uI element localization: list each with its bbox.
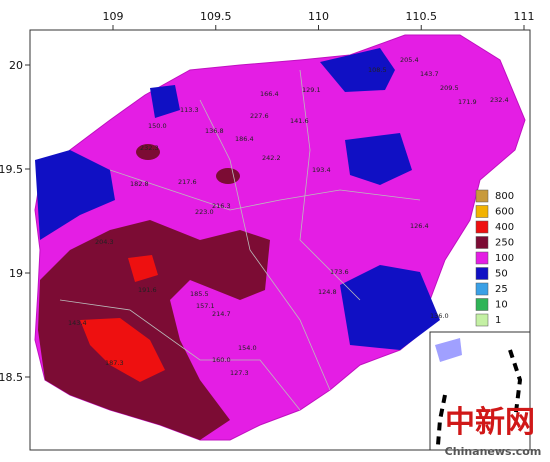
station-value: 166.4 — [260, 90, 279, 98]
station-value: 232.3 — [140, 144, 159, 152]
watermark-site: Chinanews.com — [445, 445, 542, 458]
watermark-title: 中新网 — [445, 405, 535, 440]
station-value: 108.5 — [368, 66, 387, 74]
station-value: 205.4 — [400, 56, 419, 64]
station-value: 242.2 — [262, 154, 281, 162]
legend-label: 10 — [495, 300, 508, 311]
y-tick-label: 20 — [9, 59, 23, 72]
station-value: 136.8 — [205, 127, 224, 135]
station-value: 154.0 — [238, 344, 257, 352]
station-value: 204.3 — [95, 238, 114, 246]
x-tick-label: 111 — [514, 10, 535, 23]
station-value: 126.4 — [410, 222, 429, 230]
station-value: 216.3 — [212, 202, 231, 210]
legend-label: 1 — [495, 315, 501, 326]
station-value: 209.5 — [440, 84, 459, 92]
legend-swatch — [475, 267, 489, 280]
legend-label: 100 — [495, 253, 514, 264]
station-value: 193.4 — [312, 166, 331, 174]
station-value: 124.8 — [318, 288, 337, 296]
station-value: 113.3 — [180, 106, 199, 114]
station-value: 214.7 — [212, 310, 231, 318]
legend-swatch — [475, 298, 489, 311]
x-tick-label: 110 — [308, 10, 329, 23]
legend-swatch — [475, 282, 489, 296]
island — [34, 34, 526, 441]
legend-label: 250 — [495, 238, 514, 249]
legend-swatch — [475, 189, 489, 203]
station-value: 136.0 — [430, 312, 449, 320]
station-value: 127.3 — [230, 369, 249, 377]
station-value: 157.1 — [196, 302, 215, 310]
legend-swatch — [475, 220, 489, 234]
station-value: 173.6 — [330, 268, 349, 276]
station-value: 143.7 — [420, 70, 439, 78]
station-value: 143.4 — [68, 319, 87, 327]
station-value: 227.6 — [250, 112, 269, 120]
legend-swatch — [475, 236, 489, 249]
station-value: 129.1 — [302, 86, 321, 94]
station-value: 171.9 — [458, 98, 477, 106]
station-value: 191.6 — [138, 286, 157, 294]
station-value: 150.0 — [148, 122, 167, 130]
legend: 800 600 400 250 100 50 25 10 1 — [475, 189, 514, 327]
legend-label: 800 — [495, 191, 514, 202]
station-value: 182.8 — [130, 180, 149, 188]
station-value: 223.0 — [195, 208, 214, 216]
legend-label: 25 — [495, 284, 508, 295]
station-value: 186.4 — [235, 135, 254, 143]
x-tick-label: 109.5 — [200, 10, 232, 23]
legend-label: 50 — [495, 269, 508, 280]
station-value: 187.3 — [105, 359, 124, 367]
station-value: 160.0 — [212, 356, 231, 364]
y-tick-label: 19 — [9, 267, 23, 280]
legend-swatch — [475, 313, 489, 327]
legend-label: 400 — [495, 222, 514, 233]
station-value: 141.6 — [290, 117, 309, 125]
legend-label: 600 — [495, 207, 514, 218]
y-tick-label: 18.5 — [0, 371, 23, 384]
inset — [429, 331, 531, 451]
x-tick-label: 110.5 — [406, 10, 438, 23]
station-value: 185.5 — [190, 290, 209, 298]
y-tick-label: 19.5 — [0, 163, 23, 176]
legend-swatch — [475, 251, 489, 265]
legend-swatch — [475, 205, 489, 218]
station-value: 217.6 — [178, 178, 197, 186]
x-tick-label: 109 — [103, 10, 124, 23]
station-value: 232.4 — [490, 96, 509, 104]
